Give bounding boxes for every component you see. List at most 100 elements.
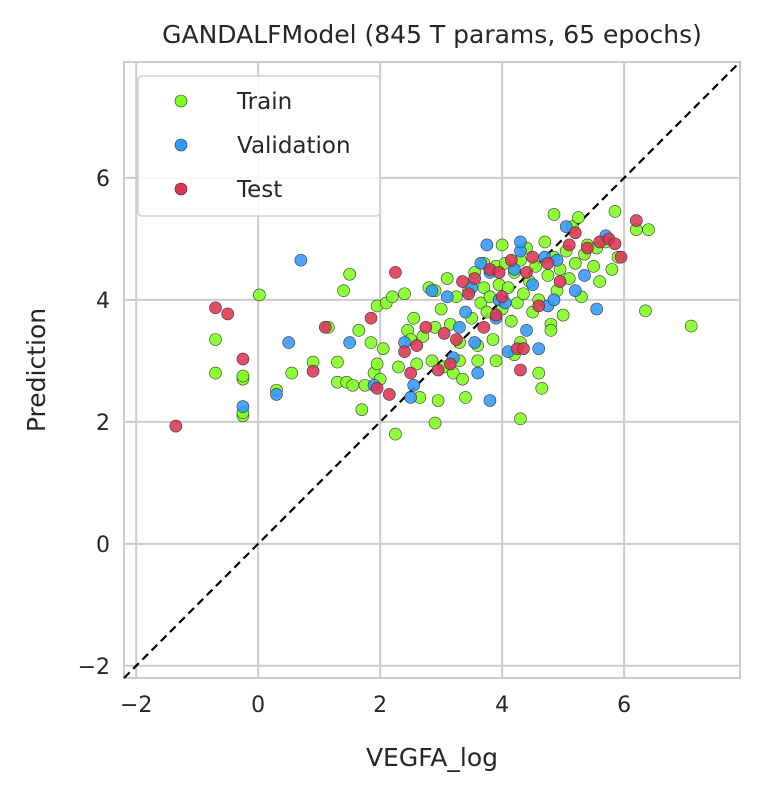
- legend-marker: [174, 138, 188, 152]
- data-point-train: [407, 311, 421, 325]
- data-point-train: [370, 357, 384, 371]
- y-tick-label: 2: [96, 411, 110, 436]
- data-point-test: [456, 275, 469, 288]
- data-point-train: [474, 296, 488, 310]
- data-point-train: [541, 269, 555, 282]
- legend-item-train: Train: [174, 89, 292, 115]
- data-point-test: [419, 321, 433, 334]
- legend-item-test: Test: [174, 177, 282, 203]
- data-point-test: [410, 339, 424, 352]
- data-point-test: [398, 345, 411, 359]
- data-point-validation: [578, 269, 591, 282]
- data-point-train: [517, 287, 530, 301]
- data-point-validation: [282, 336, 295, 349]
- data-point-test: [364, 311, 378, 325]
- data-point-train: [346, 378, 360, 392]
- data-point-train: [425, 354, 439, 368]
- data-point-train: [352, 324, 366, 337]
- data-point-test: [581, 241, 594, 255]
- data-point-train: [587, 260, 600, 273]
- data-point-test: [504, 253, 518, 267]
- data-point-validation: [514, 235, 527, 249]
- data-point-test: [514, 363, 527, 377]
- data-point-train: [389, 427, 402, 441]
- y-tick-label: −2: [78, 655, 110, 680]
- data-point-test: [383, 388, 396, 401]
- data-point-train: [495, 238, 509, 252]
- x-tick-label: 4: [495, 693, 509, 718]
- y-tick-label: 0: [96, 533, 110, 558]
- data-point-test: [489, 308, 503, 322]
- data-point-train: [236, 369, 250, 383]
- data-point-validation: [520, 324, 533, 337]
- data-point-test: [404, 366, 417, 380]
- data-point-train: [556, 308, 570, 322]
- data-point-test: [431, 363, 445, 377]
- x-axis-label: VEGFA_log: [366, 743, 498, 772]
- data-point-train: [486, 333, 500, 346]
- data-point-test: [437, 327, 451, 340]
- data-point-train: [639, 304, 652, 318]
- data-point-validation: [590, 302, 603, 316]
- data-point-train: [440, 272, 454, 285]
- data-point-test: [209, 301, 222, 315]
- data-point-validation: [404, 391, 417, 404]
- data-point-test: [630, 214, 643, 227]
- data-point-test: [553, 275, 567, 288]
- data-point-test: [532, 299, 546, 313]
- data-point-test: [468, 272, 481, 285]
- data-point-train: [285, 366, 299, 380]
- data-point-validation: [343, 336, 356, 349]
- data-point-train: [376, 342, 390, 355]
- data-point-test: [562, 238, 576, 252]
- data-point-train: [337, 284, 350, 298]
- data-point-train: [253, 288, 266, 302]
- data-point-test: [169, 419, 183, 433]
- data-point-train: [343, 267, 356, 281]
- data-point-test: [520, 266, 533, 279]
- data-point-train: [642, 223, 655, 237]
- data-point-validation: [483, 394, 497, 407]
- data-point-train: [431, 394, 445, 407]
- data-point-validation: [453, 321, 466, 334]
- legend-label: Train: [236, 89, 292, 115]
- data-point-test: [492, 266, 506, 279]
- data-point-test: [526, 250, 539, 264]
- data-point-train: [364, 336, 378, 349]
- x-tick-label: −2: [120, 693, 152, 718]
- data-point-train: [605, 263, 619, 276]
- data-point-train: [471, 354, 485, 368]
- data-point-test: [370, 381, 384, 395]
- data-point-train: [434, 302, 448, 316]
- data-point-train: [532, 366, 546, 380]
- data-point-validation: [425, 284, 439, 298]
- data-point-test: [389, 266, 402, 279]
- data-point-validation: [532, 342, 546, 355]
- data-point-test: [541, 256, 555, 270]
- data-point-validation: [526, 278, 539, 291]
- data-point-train: [355, 403, 369, 416]
- data-point-test: [221, 307, 234, 321]
- data-point-validation: [468, 336, 481, 349]
- x-tick-label: 0: [251, 693, 265, 718]
- data-point-test: [306, 364, 320, 378]
- data-point-train: [392, 360, 405, 374]
- data-point-validation: [440, 290, 454, 304]
- legend-label: Test: [236, 177, 282, 203]
- data-point-train: [489, 354, 503, 368]
- data-point-train: [504, 314, 518, 328]
- data-point-train: [593, 275, 607, 288]
- data-point-test: [450, 333, 463, 346]
- data-point-test: [462, 287, 475, 301]
- y-tick-label: 4: [96, 289, 110, 314]
- legend-box: [137, 75, 381, 217]
- data-point-validation: [407, 378, 421, 392]
- data-point-validation: [236, 400, 250, 413]
- data-point-test: [236, 352, 250, 366]
- data-point-validation: [480, 238, 494, 252]
- data-point-validation: [559, 220, 573, 233]
- data-points: [169, 205, 698, 441]
- data-point-train: [544, 324, 558, 337]
- data-point-train: [608, 205, 622, 218]
